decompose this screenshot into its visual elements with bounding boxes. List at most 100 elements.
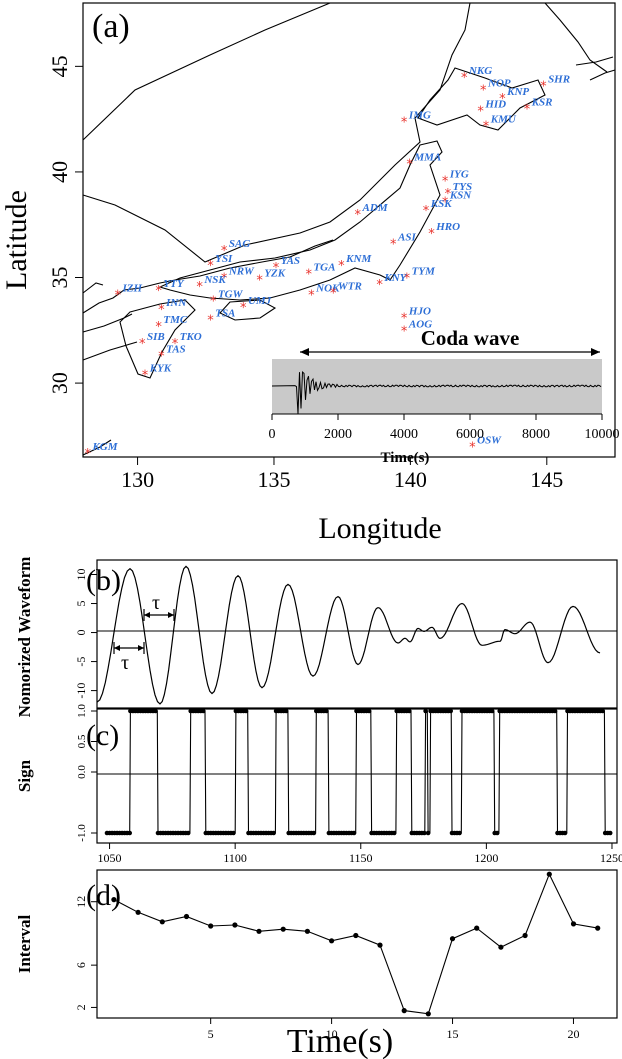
- station-label: TYS: [453, 181, 473, 193]
- station-label: TSA: [215, 308, 235, 320]
- station-marker: *: [240, 301, 247, 316]
- y-tick-label: 12: [74, 896, 88, 908]
- station-label: AOG: [408, 318, 432, 330]
- sign-point: [552, 708, 558, 714]
- tau-arrowheads: [114, 612, 174, 651]
- sign-point: [185, 830, 191, 836]
- interval-point: [546, 871, 552, 877]
- interval-points: [111, 871, 601, 1017]
- inset-tick-label: 2000: [324, 427, 352, 442]
- sign-point: [271, 830, 276, 836]
- coastline-7: [82, 313, 133, 333]
- station-marker: *: [256, 274, 263, 289]
- island-2: [219, 299, 277, 321]
- station-marker: *: [273, 261, 280, 276]
- station-marker: *: [406, 157, 413, 172]
- interval-point: [353, 932, 359, 939]
- sign-point: [494, 830, 500, 836]
- interval-point: [256, 928, 262, 934]
- station-label: KGM: [91, 441, 118, 453]
- sign-point: [457, 830, 462, 836]
- coastline-4: [589, 69, 616, 81]
- sign-point: [153, 708, 158, 714]
- station-marker: *: [139, 337, 146, 352]
- panel-a-xlabel: Longitude: [318, 512, 441, 545]
- station-marker: *: [423, 204, 430, 219]
- sign-point: [607, 830, 613, 836]
- interval-point: [449, 936, 456, 942]
- station-label: YAS: [281, 255, 300, 267]
- station-label: TAS: [166, 344, 186, 356]
- interval-point: [135, 909, 141, 915]
- station-label: HID: [484, 99, 506, 111]
- interval-point: [329, 938, 335, 944]
- panel-d-label: (d): [86, 879, 121, 912]
- sign-point: [448, 708, 454, 714]
- station-label: TGW: [218, 289, 244, 301]
- island-0: [417, 67, 546, 131]
- y-tick-label: -10: [74, 683, 88, 699]
- station-label: UMJ: [248, 295, 272, 307]
- station-marker: *: [210, 295, 217, 310]
- station-label: INN: [165, 297, 187, 309]
- station-marker: *: [401, 324, 408, 339]
- station-label: WTR: [338, 280, 362, 292]
- panel-c-label: (c): [86, 719, 119, 752]
- interval-point: [570, 921, 577, 927]
- station-label: TMC: [163, 314, 188, 326]
- island-1: [158, 140, 443, 301]
- station-marker: *: [483, 119, 490, 134]
- interval-point: [208, 923, 214, 929]
- station-marker: *: [114, 288, 121, 303]
- coastline-8: [82, 341, 138, 361]
- station-marker: *: [330, 286, 337, 301]
- sign-point: [391, 830, 397, 836]
- x-tick-label: 1100: [223, 851, 247, 865]
- interval-point: [474, 925, 480, 931]
- station-marker: *: [442, 174, 449, 189]
- station-label: KSR: [531, 97, 553, 109]
- interval-point: [401, 1008, 407, 1014]
- panel-a-label: (a): [92, 8, 130, 45]
- station-marker: *: [221, 272, 228, 287]
- interval-point: [498, 944, 504, 950]
- y-tick-label: 35: [47, 267, 72, 289]
- station-label: HJO: [408, 306, 431, 318]
- panel-d-ylabel: Interval: [15, 914, 34, 973]
- y-tick-label: 45: [47, 55, 72, 77]
- sign-point: [600, 708, 605, 714]
- sign-point: [366, 708, 372, 714]
- interval-point: [111, 897, 117, 903]
- interval-point: [280, 926, 286, 932]
- sign-point: [243, 708, 249, 714]
- station-label: MMA: [413, 151, 441, 163]
- station-marker: *: [401, 312, 408, 327]
- station-label: NOP: [487, 78, 511, 90]
- inset-seismogram: [271, 371, 602, 415]
- inset-tick-label: 0: [269, 427, 276, 442]
- panel-b-ylabel: Nomorized Waveform: [15, 557, 34, 718]
- y-tick-label: 30: [47, 372, 72, 394]
- y-tick-label: 40: [47, 161, 72, 183]
- x-tick-label: 140: [394, 467, 427, 492]
- station-label: SAG: [229, 238, 250, 250]
- x-tick-label: 1050: [98, 851, 122, 865]
- station-marker: *: [308, 288, 315, 303]
- y-tick-label: 6: [74, 962, 88, 968]
- station-marker: *: [84, 447, 91, 462]
- coastline-1: [82, 2, 471, 263]
- sign-point: [423, 708, 428, 714]
- station-marker: *: [461, 71, 468, 86]
- sign-point: [311, 830, 317, 836]
- station-label: YZK: [264, 268, 285, 280]
- panel-d-axes: 2 6 12 5 10 15 20: [74, 896, 579, 1041]
- panel-b-frame: [96, 559, 618, 709]
- station-label: NRW: [228, 266, 255, 278]
- station-label: KNM: [345, 253, 372, 265]
- x-tick-label: 145: [530, 467, 563, 492]
- coastline-9: [82, 439, 112, 456]
- x-tick-label: 1150: [349, 851, 373, 865]
- station-label: KSK: [430, 198, 452, 210]
- panel-c-frame: [96, 708, 618, 844]
